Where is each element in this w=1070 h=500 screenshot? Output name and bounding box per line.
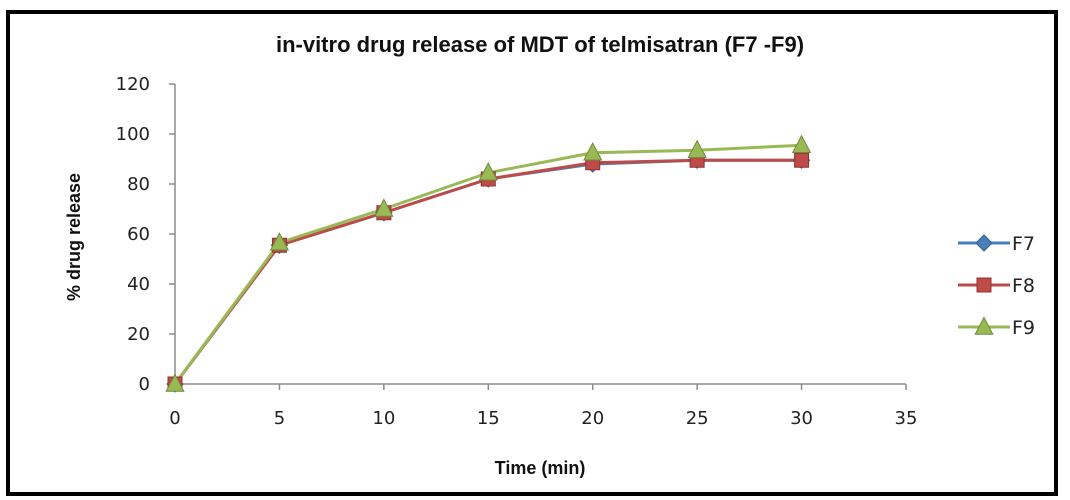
y-tick-label: 0 — [139, 374, 150, 395]
x-tick-label: 35 — [895, 408, 918, 429]
x-tick-label: 10 — [372, 408, 395, 429]
x-tick-label: 20 — [581, 408, 604, 429]
series-line-f7 — [173, 158, 802, 385]
data-point-f9 — [687, 139, 707, 158]
x-tick-label: 15 — [477, 408, 500, 429]
data-point-f8 — [794, 152, 810, 168]
y-tick-label: 80 — [127, 174, 150, 195]
series-f8 — [173, 158, 802, 385]
legend-marker — [976, 277, 992, 293]
data-point-f9 — [374, 198, 394, 217]
y-tick-label: 40 — [127, 274, 150, 295]
legend-label: F9 — [1012, 317, 1035, 339]
chart-title: in-vitro drug release of MDT of telmisat… — [276, 32, 804, 57]
series-layer — [165, 134, 812, 393]
legend-label: F8 — [1012, 275, 1035, 297]
data-point-f9 — [165, 373, 185, 392]
data-point-f9 — [269, 232, 290, 251]
y-tick-label: 120 — [116, 74, 150, 95]
legend-item-f7: F7 — [958, 233, 1035, 255]
axis-ticks: 0 20 40 60 80 100 120 0 5 10 15 20 25 30 35 — [116, 74, 918, 429]
data-point-f9 — [478, 162, 498, 181]
chart-frame — [6, 10, 1058, 496]
series-f7 — [173, 158, 802, 385]
y-axis-title: % drug release — [64, 173, 84, 301]
y-tick-label: 20 — [127, 324, 150, 345]
x-tick-label: 30 — [790, 408, 813, 429]
x-tick-label: 0 — [169, 408, 180, 429]
data-point-f9 — [791, 134, 812, 153]
legend-marker — [974, 316, 994, 335]
x-axis-title: Time (min) — [495, 458, 586, 478]
y-tick-label: 60 — [127, 224, 150, 245]
legend-item-f8: F8 — [958, 275, 1035, 297]
y-tick-label: 100 — [116, 124, 150, 145]
series-line-f8 — [173, 158, 802, 385]
markers-f9 — [165, 134, 812, 392]
markers-f7 — [166, 151, 811, 393]
legend: F7 F8 F9 — [958, 233, 1035, 339]
x-tick-label: 5 — [274, 408, 285, 429]
x-tick-label: 25 — [686, 408, 709, 429]
legend-label: F7 — [1012, 233, 1035, 255]
legend-item-f9: F9 — [958, 316, 1035, 339]
legend-marker — [975, 234, 993, 252]
markers-f8 — [167, 152, 810, 392]
data-point-f9 — [583, 142, 603, 161]
